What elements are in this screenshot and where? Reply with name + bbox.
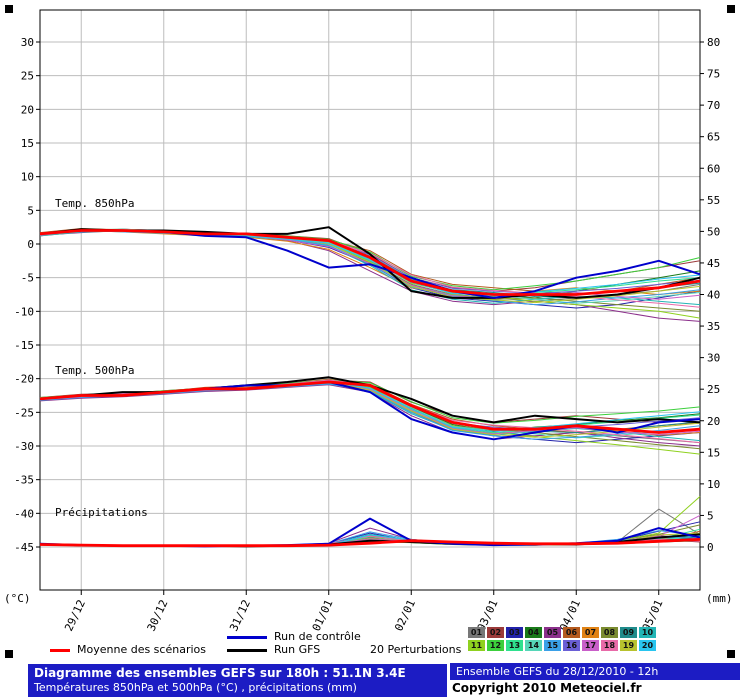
perturbation-chips: 01 02 03 04 05 06 07 08 09 10 11 12 13 14 15 16 17 18 19 20 [468, 627, 664, 653]
ensemble-chart-svg: 302520151050-5-10-15-20-25-30-35-40-4580… [4, 5, 735, 658]
perturbation-chip: 10 [639, 627, 656, 638]
svg-text:-30: -30 [14, 440, 34, 453]
panel-t500: Temp. 500hPa [39, 364, 701, 455]
svg-text:0: 0 [27, 238, 34, 251]
title-box: Diagramme des ensembles GEFS sur 180h : … [28, 664, 447, 697]
perturbation-chip: 01 [468, 627, 485, 638]
legend-item-control: Run de contrôle [227, 630, 361, 643]
right-axis-unit: (mm) [706, 592, 733, 605]
perturbation-chip: 19 [620, 640, 637, 651]
perturbation-chip: 08 [601, 627, 618, 638]
svg-text:-5: -5 [21, 272, 34, 285]
gfs-line-swatch [227, 648, 267, 652]
perturbation-chip: 18 [601, 640, 618, 651]
perturbation-chip: 13 [506, 640, 523, 651]
perturbation-chip: 20 [639, 640, 656, 651]
perturbation-chip: 06 [563, 627, 580, 638]
corner-mark [727, 5, 735, 13]
panel-label-precip: Précipitations [55, 506, 148, 519]
svg-text:5: 5 [707, 509, 714, 522]
svg-text:15: 15 [707, 446, 720, 459]
perturbation-chip: 11 [468, 640, 485, 651]
svg-text:-10: -10 [14, 305, 34, 318]
svg-text:20: 20 [21, 103, 34, 116]
svg-text:55: 55 [707, 194, 720, 207]
gfs-label: Run GFS [274, 643, 321, 656]
svg-text:30: 30 [21, 36, 34, 49]
svg-text:30: 30 [707, 352, 720, 365]
svg-text:45: 45 [707, 257, 720, 270]
perturbation-chip: 02 [487, 627, 504, 638]
svg-text:65: 65 [707, 131, 720, 144]
svg-text:-35: -35 [14, 474, 34, 487]
perturbation-chip: 03 [506, 627, 523, 638]
control-line-swatch [227, 635, 267, 639]
panel-t850: Temp. 850hPa [39, 197, 701, 322]
corner-mark [727, 650, 735, 658]
svg-text:-40: -40 [14, 507, 34, 520]
perturbation-chip: 09 [620, 627, 637, 638]
svg-text:15: 15 [21, 137, 34, 150]
chart-title: Diagramme des ensembles GEFS sur 180h : … [34, 666, 406, 680]
panel-label-t850: Temp. 850hPa [55, 197, 134, 210]
svg-text:20: 20 [707, 415, 720, 428]
perturbation-chip: 07 [582, 627, 599, 638]
perturbation-chip: 15 [544, 640, 561, 651]
legend-item-gfs: Run GFS [227, 643, 320, 656]
svg-text:80: 80 [707, 36, 720, 49]
mean-line-swatch [50, 648, 70, 652]
perturbation-chip: 16 [563, 640, 580, 651]
left-axis-labels: 30 25 20 15 10 5 0 -5 -10 -15 -20 -25 -30 -35 -40 -45 [14, 36, 40, 554]
svg-text:50: 50 [707, 225, 720, 238]
chart-subtitle: Températures 850hPa et 500hPa (°C) , pré… [34, 681, 357, 694]
plot-border [39, 9, 701, 591]
corner-mark [5, 650, 13, 658]
svg-text:10: 10 [707, 478, 720, 491]
run-info: Ensemble GEFS du 28/12/2010 - 12h [450, 663, 740, 680]
left-axis-unit: (°C) [4, 592, 31, 605]
perturbation-chip: 12 [487, 640, 504, 651]
perturbation-chip: 05 [544, 627, 561, 638]
perturbation-chip: 17 [582, 640, 599, 651]
svg-text:40: 40 [707, 289, 720, 302]
corner-mark [5, 5, 13, 13]
control-label: Run de contrôle [274, 630, 361, 643]
svg-text:35: 35 [707, 320, 720, 333]
svg-text:-45: -45 [14, 541, 34, 554]
mean-label: Moyenne des scénarios [77, 643, 206, 656]
svg-text:-25: -25 [14, 406, 34, 419]
svg-text:25: 25 [21, 70, 34, 83]
svg-text:75: 75 [707, 68, 720, 81]
panel-label-t500: Temp. 500hPa [55, 364, 134, 377]
copyright: Copyright 2010 Meteociel.fr [452, 681, 642, 695]
svg-text:70: 70 [707, 99, 720, 112]
panel-precip: Précipitations [39, 496, 701, 548]
legend-item-mean: Moyenne des scénarios [50, 643, 206, 656]
svg-text:0: 0 [707, 541, 714, 554]
chart-legend: Moyenne des scénarios Run de contrôle Ru… [50, 627, 664, 656]
svg-text:-20: -20 [14, 373, 34, 386]
perturbations-label: 20 Perturbations [370, 643, 462, 656]
perturbation-chip: 04 [525, 627, 542, 638]
svg-text:60: 60 [707, 162, 720, 175]
svg-text:-15: -15 [14, 339, 34, 352]
perturbation-chip: 14 [525, 640, 542, 651]
svg-text:25: 25 [707, 383, 720, 396]
svg-text:10: 10 [21, 171, 34, 184]
svg-text:5: 5 [27, 204, 34, 217]
